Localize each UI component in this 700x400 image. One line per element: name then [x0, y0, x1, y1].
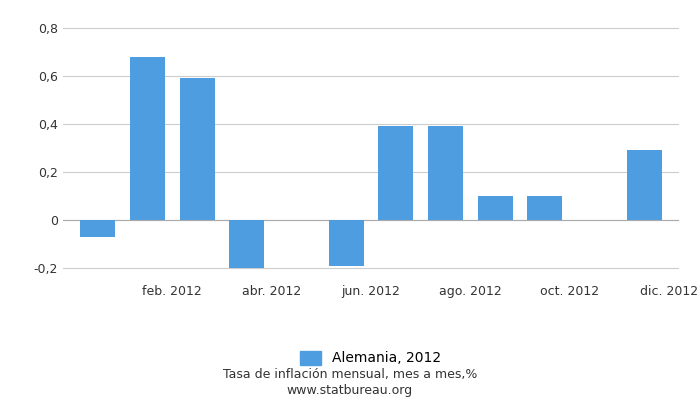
Bar [528, 196, 562, 220]
Bar [130, 57, 164, 220]
Text: www.statbureau.org: www.statbureau.org [287, 384, 413, 397]
Bar [379, 126, 413, 220]
Bar [80, 220, 116, 237]
Bar [478, 196, 512, 220]
Bar [428, 126, 463, 220]
Text: Tasa de inflación mensual, mes a mes,%: Tasa de inflación mensual, mes a mes,% [223, 368, 477, 381]
Legend: Alemania, 2012: Alemania, 2012 [295, 345, 447, 371]
Bar [230, 220, 264, 268]
Bar [180, 78, 214, 220]
Bar [626, 150, 662, 220]
Bar [329, 220, 363, 266]
